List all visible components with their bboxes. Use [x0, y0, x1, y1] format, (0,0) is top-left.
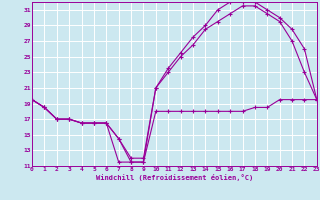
X-axis label: Windchill (Refroidissement éolien,°C): Windchill (Refroidissement éolien,°C): [96, 174, 253, 181]
